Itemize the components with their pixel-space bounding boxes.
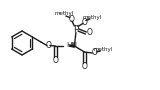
Polygon shape	[69, 45, 74, 47]
Text: methyl: methyl	[83, 14, 102, 20]
Text: O: O	[86, 28, 92, 37]
Text: methyl: methyl	[54, 11, 73, 16]
Text: O: O	[68, 14, 74, 23]
Text: O: O	[52, 56, 58, 65]
Text: P: P	[73, 24, 79, 33]
Text: O: O	[92, 48, 98, 57]
Text: HN: HN	[66, 42, 77, 48]
Text: O: O	[81, 62, 87, 71]
Text: O: O	[81, 17, 87, 26]
Text: O: O	[45, 41, 51, 50]
Text: methyl: methyl	[93, 47, 112, 51]
